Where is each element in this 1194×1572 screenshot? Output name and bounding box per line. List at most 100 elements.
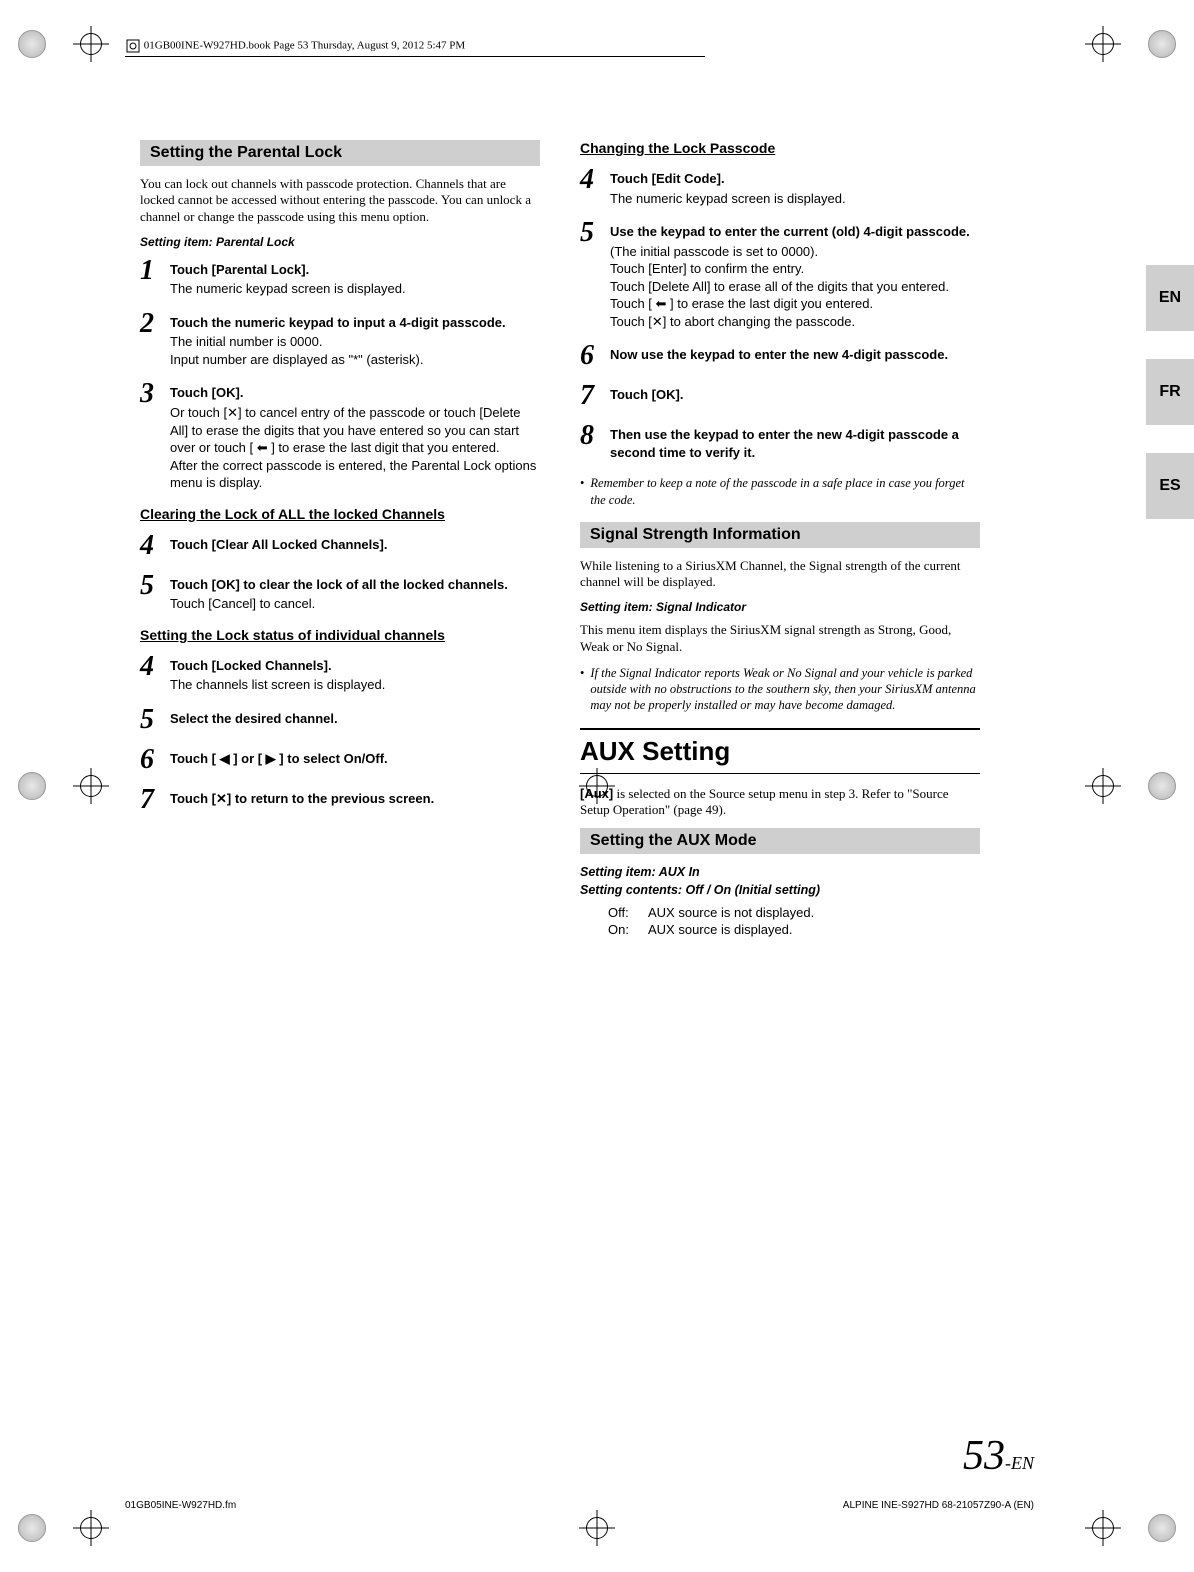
step-body: Touch [Edit Code]. The numeric keypad scr…: [610, 166, 980, 207]
print-mark: [1148, 30, 1176, 58]
on-label: On:: [608, 922, 648, 937]
step-title: Touch the numeric keypad to input a 4-di…: [170, 314, 540, 332]
footer-left: 01GB05INE-W927HD.fm: [125, 1500, 236, 1511]
note-remember-passcode: Remember to keep a note of the passcode …: [580, 475, 980, 508]
step-number: 7: [580, 382, 610, 410]
note-signal: If the Signal Indicator reports Weak or …: [580, 665, 980, 714]
step: 7Touch [OK].: [580, 382, 980, 410]
step-number: 4: [580, 166, 610, 207]
crop-mark: [73, 26, 109, 62]
step-title: Use the keypad to enter the current (old…: [610, 223, 980, 241]
step-number: 6: [140, 746, 170, 774]
step-body: Touch [OK] to clear the lock of all the …: [170, 572, 540, 613]
step-body: Touch [Clear All Locked Channels].: [170, 532, 540, 560]
print-mark: [18, 772, 46, 800]
step-title: Touch [OK] to clear the lock of all the …: [170, 576, 540, 594]
step: 6Touch [ ◀ ] or [ ▶ ] to select On/Off.: [140, 746, 540, 774]
step-body: Touch the numeric keypad to input a 4-di…: [170, 310, 540, 369]
step-number: 5: [580, 219, 610, 330]
book-icon: [125, 38, 141, 54]
step-number: 4: [140, 532, 170, 560]
language-tabs: EN FR ES: [1146, 265, 1194, 519]
step-desc: The initial number is 0000. Input number…: [170, 333, 540, 368]
section-signal-strength: Signal Strength Information: [580, 522, 980, 548]
step-title: Touch [ ◀ ] or [ ▶ ] to select On/Off.: [170, 750, 540, 768]
crop-mark: [73, 1510, 109, 1546]
right-column: Changing the Lock Passcode 4Touch [Edit …: [580, 140, 980, 939]
step: 5Touch [OK] to clear the lock of all the…: [140, 572, 540, 613]
step-title: Touch [✕] to return to the previous scre…: [170, 790, 540, 808]
off-label: Off:: [608, 905, 648, 920]
step-body: Touch [OK].Or touch [✕] to cancel entry …: [170, 380, 540, 491]
crop-mark: [1085, 1510, 1121, 1546]
step: 5Select the desired channel.: [140, 706, 540, 734]
step-desc: The channels list screen is displayed.: [170, 676, 540, 694]
step-title: Touch [Clear All Locked Channels].: [170, 536, 540, 554]
header-rule: [125, 56, 705, 57]
off-text: AUX source is not displayed.: [648, 905, 814, 920]
section-parental-lock: Setting the Parental Lock: [140, 140, 540, 166]
crop-mark: [1085, 26, 1121, 62]
step-desc: The numeric keypad screen is displayed.: [170, 280, 540, 298]
step-title: Touch [OK].: [170, 384, 540, 402]
book-header: 01GB00INE-W927HD.book Page 53 Thursday, …: [125, 38, 465, 54]
aux-intro: [Aux] is selected on the Source setup me…: [580, 786, 980, 819]
section-aux-mode: Setting the AUX Mode: [580, 828, 980, 854]
subhead-individual: Setting the Lock status of individual ch…: [140, 627, 540, 643]
step-body: Touch [OK].: [610, 382, 980, 410]
step-title: Touch [OK].: [610, 386, 980, 404]
print-mark: [1148, 1514, 1176, 1542]
step-desc: The numeric keypad screen is displayed.: [610, 190, 980, 208]
signal-setting-item: Setting item: Signal Indicator: [580, 600, 980, 614]
step-number: 4: [140, 653, 170, 694]
step-body: Touch [ ◀ ] or [ ▶ ] to select On/Off.: [170, 746, 540, 774]
page-content: Setting the Parental Lock You can lock o…: [140, 140, 980, 939]
step-number: 5: [140, 572, 170, 613]
lang-tab-es[interactable]: ES: [1146, 453, 1194, 519]
crop-mark: [73, 768, 109, 804]
crop-mark: [579, 1510, 615, 1546]
setting-item: Setting item: Parental Lock: [140, 235, 540, 249]
print-mark: [1148, 772, 1176, 800]
intro-text: You can lock out channels with passcode …: [140, 176, 540, 225]
print-mark: [18, 30, 46, 58]
step-body: Touch [✕] to return to the previous scre…: [170, 786, 540, 814]
lang-tab-fr[interactable]: FR: [1146, 359, 1194, 425]
aux-off-on: Off:AUX source is not displayed. On:AUX …: [608, 905, 980, 937]
crop-mark: [1085, 768, 1121, 804]
step: 5Use the keypad to enter the current (ol…: [580, 219, 980, 330]
step-title: Select the desired channel.: [170, 710, 540, 728]
subhead-change-passcode: Changing the Lock Passcode: [580, 140, 980, 156]
step: 2Touch the numeric keypad to input a 4-d…: [140, 310, 540, 369]
step-number: 5: [140, 706, 170, 734]
step-number: 1: [140, 257, 170, 298]
step-body: Touch [Locked Channels].The channels lis…: [170, 653, 540, 694]
step: 1Touch [Parental Lock].The numeric keypa…: [140, 257, 540, 298]
step-title: Touch [Locked Channels].: [170, 657, 540, 675]
aux-setting-contents: Setting contents: Off / On (Initial sett…: [580, 882, 980, 900]
page-number: 53-EN: [963, 1432, 1034, 1480]
step-title: Touch [Edit Code].: [610, 170, 980, 188]
step-desc: (The initial passcode is set to 0000). T…: [610, 243, 980, 331]
step-desc: Touch [Cancel] to cancel.: [170, 595, 540, 613]
step-body: Use the keypad to enter the current (old…: [610, 219, 980, 330]
step-number: 3: [140, 380, 170, 491]
step-body: Touch [Parental Lock].The numeric keypad…: [170, 257, 540, 298]
step: 4Touch [Locked Channels].The channels li…: [140, 653, 540, 694]
step: 7Touch [✕] to return to the previous scr…: [140, 786, 540, 814]
step-title: Then use the keypad to enter the new 4-d…: [610, 426, 980, 461]
step-number: 7: [140, 786, 170, 814]
step: 6Now use the keypad to enter the new 4-d…: [580, 342, 980, 370]
step-number: 2: [140, 310, 170, 369]
footer-right: ALPINE INE-S927HD 68-21057Z90-A (EN): [843, 1500, 1034, 1511]
heading-aux-setting: AUX Setting: [580, 728, 980, 774]
step-title: Now use the keypad to enter the new 4-di…: [610, 346, 980, 364]
step-body: Now use the keypad to enter the new 4-di…: [610, 342, 980, 370]
aux-setting-item: Setting item: AUX In: [580, 864, 980, 882]
step: 4Touch [Edit Code]. The numeric keypad sc…: [580, 166, 980, 207]
subhead-clear-all: Clearing the Lock of ALL the locked Chan…: [140, 506, 540, 522]
lang-tab-en[interactable]: EN: [1146, 265, 1194, 331]
step-number: 6: [580, 342, 610, 370]
step: 4Touch [Clear All Locked Channels].: [140, 532, 540, 560]
step-number: 8: [580, 422, 610, 463]
